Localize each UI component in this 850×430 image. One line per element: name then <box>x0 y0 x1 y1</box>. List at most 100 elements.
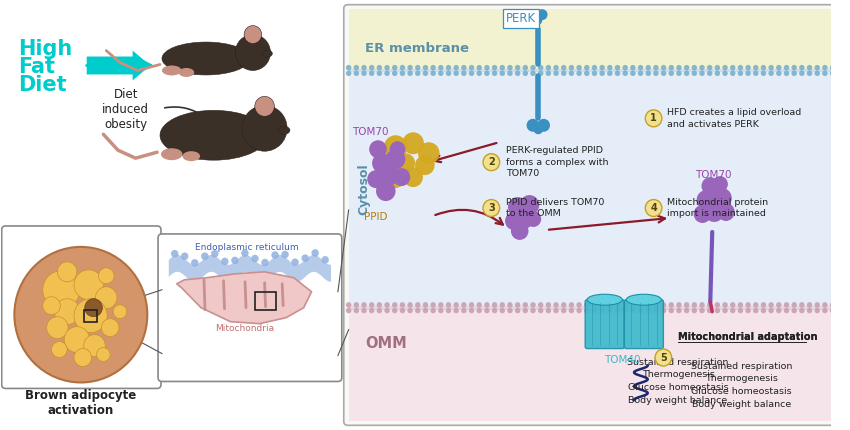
Circle shape <box>768 65 774 71</box>
Circle shape <box>386 149 405 169</box>
Circle shape <box>569 302 574 308</box>
Circle shape <box>669 65 674 71</box>
Circle shape <box>392 302 398 308</box>
Circle shape <box>415 71 421 76</box>
Circle shape <box>523 302 528 308</box>
Circle shape <box>97 347 110 362</box>
Circle shape <box>530 308 536 313</box>
Circle shape <box>255 96 275 117</box>
Circle shape <box>622 302 628 308</box>
Circle shape <box>807 308 813 313</box>
Text: PPID: PPID <box>365 212 388 222</box>
Circle shape <box>235 34 270 71</box>
Circle shape <box>500 65 505 71</box>
Circle shape <box>469 65 474 71</box>
Circle shape <box>814 71 820 76</box>
Circle shape <box>615 308 620 313</box>
Circle shape <box>822 308 828 313</box>
FancyBboxPatch shape <box>2 226 161 388</box>
Circle shape <box>592 302 598 308</box>
Bar <box>348 308 841 421</box>
Circle shape <box>492 71 497 76</box>
Circle shape <box>712 188 732 208</box>
Circle shape <box>599 308 605 313</box>
Circle shape <box>171 250 178 258</box>
Circle shape <box>415 155 434 175</box>
Circle shape <box>707 65 712 71</box>
Circle shape <box>515 302 520 308</box>
Circle shape <box>369 302 375 308</box>
Circle shape <box>361 71 366 76</box>
Circle shape <box>354 65 359 71</box>
Circle shape <box>354 71 359 76</box>
Circle shape <box>507 302 513 308</box>
Text: PERK: PERK <box>506 12 536 25</box>
Circle shape <box>515 308 520 313</box>
Circle shape <box>715 71 720 76</box>
Ellipse shape <box>183 151 200 161</box>
Circle shape <box>529 9 540 20</box>
Circle shape <box>814 65 820 71</box>
Circle shape <box>707 302 712 308</box>
Circle shape <box>653 65 659 71</box>
Circle shape <box>546 71 551 76</box>
Circle shape <box>753 302 758 308</box>
Circle shape <box>445 71 451 76</box>
Circle shape <box>722 308 728 313</box>
Circle shape <box>462 71 467 76</box>
Circle shape <box>415 65 421 71</box>
FancyBboxPatch shape <box>585 300 624 349</box>
Circle shape <box>677 71 682 76</box>
Circle shape <box>261 259 269 266</box>
Circle shape <box>837 302 843 308</box>
Circle shape <box>515 65 520 71</box>
Text: Brown adipocyte
activation: Brown adipocyte activation <box>26 390 137 418</box>
Circle shape <box>389 141 405 157</box>
Circle shape <box>717 203 734 221</box>
Circle shape <box>377 302 382 308</box>
Circle shape <box>753 308 758 313</box>
Circle shape <box>530 71 536 76</box>
Circle shape <box>638 302 643 308</box>
Circle shape <box>65 327 89 353</box>
Circle shape <box>74 349 92 366</box>
Circle shape <box>346 65 351 71</box>
Circle shape <box>784 308 790 313</box>
Circle shape <box>615 302 620 308</box>
Circle shape <box>630 308 636 313</box>
Circle shape <box>660 308 666 313</box>
Circle shape <box>615 71 620 76</box>
Circle shape <box>761 308 766 313</box>
Circle shape <box>523 65 528 71</box>
Circle shape <box>469 308 474 313</box>
Circle shape <box>453 65 459 71</box>
Circle shape <box>784 71 790 76</box>
Text: TOM40: TOM40 <box>604 354 641 365</box>
Circle shape <box>244 26 262 43</box>
Circle shape <box>361 308 366 313</box>
Circle shape <box>377 308 382 313</box>
Ellipse shape <box>161 148 183 160</box>
Circle shape <box>730 302 735 308</box>
FancyBboxPatch shape <box>624 300 663 349</box>
Circle shape <box>615 65 620 71</box>
Circle shape <box>776 71 781 76</box>
Circle shape <box>630 302 636 308</box>
Circle shape <box>507 308 513 313</box>
Circle shape <box>483 200 500 216</box>
Circle shape <box>738 65 743 71</box>
Circle shape <box>418 142 439 164</box>
Circle shape <box>445 308 451 313</box>
Circle shape <box>784 302 790 308</box>
Circle shape <box>768 71 774 76</box>
Circle shape <box>576 302 582 308</box>
Circle shape <box>515 71 520 76</box>
Circle shape <box>511 222 529 240</box>
Circle shape <box>630 65 636 71</box>
Circle shape <box>684 308 689 313</box>
Circle shape <box>677 302 682 308</box>
Text: TOM70: TOM70 <box>694 170 731 180</box>
Circle shape <box>791 308 797 313</box>
Circle shape <box>113 305 127 319</box>
Circle shape <box>492 308 497 313</box>
